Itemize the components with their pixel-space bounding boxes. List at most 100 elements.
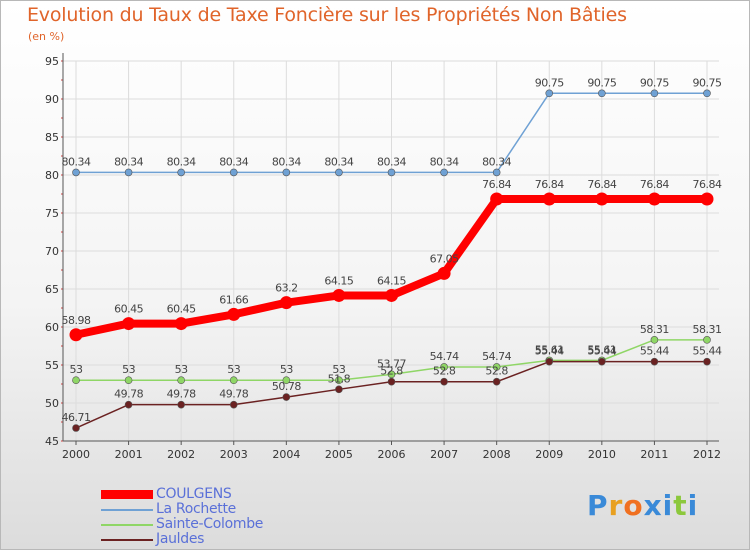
data-label: 80.34 — [430, 155, 459, 168]
data-label: 60.45 — [114, 303, 143, 316]
legend-label-jauldes: Jauldes — [156, 531, 205, 547]
data-label: 55.44 — [640, 345, 669, 358]
data-label: 80.34 — [62, 155, 91, 168]
x-tick-label: 2003 — [220, 448, 248, 461]
data-point — [437, 266, 451, 280]
data-label: 80.34 — [114, 155, 143, 168]
data-point — [72, 424, 80, 432]
data-point — [335, 168, 343, 177]
legend-swatch-jauldes — [101, 539, 153, 541]
data-label: 53.77 — [377, 357, 406, 370]
data-label: 90.75 — [587, 76, 616, 89]
y-tick-label: 65 — [45, 283, 59, 296]
legend-swatch-sainte-colombe — [101, 524, 153, 526]
data-label: 80.34 — [482, 155, 511, 168]
data-label: 76.84 — [640, 178, 669, 191]
data-point — [650, 336, 659, 344]
x-tick-label: 2004 — [272, 448, 300, 461]
data-label: 53 — [227, 363, 240, 376]
data-label: 51.8 — [328, 372, 351, 385]
x-tick-label: 2007 — [430, 448, 458, 461]
data-label: 80.34 — [377, 155, 406, 168]
y-tick-label: 75 — [45, 207, 59, 220]
data-point — [387, 168, 396, 177]
data-label: 55.61 — [587, 343, 616, 356]
data-point — [387, 370, 396, 379]
data-point — [124, 168, 133, 177]
data-point — [69, 328, 83, 342]
data-label: 46.71 — [62, 411, 91, 424]
data-point — [703, 336, 711, 344]
data-point — [440, 363, 448, 371]
data-label: 55.61 — [535, 343, 564, 356]
data-label: 54.74 — [482, 350, 511, 363]
data-label: 63.2 — [275, 282, 298, 295]
data-label: 80.34 — [272, 155, 301, 168]
x-tick-label: 2005 — [325, 448, 353, 461]
legend-swatch-la-rochette — [101, 509, 153, 511]
logo-letter: r — [608, 489, 624, 522]
data-label: 58.98 — [62, 314, 91, 327]
data-label: 55.44 — [693, 345, 722, 358]
data-label: 54.74 — [430, 350, 459, 363]
data-point — [335, 376, 343, 385]
grid — [63, 60, 719, 442]
data-label: 90.75 — [640, 76, 669, 89]
y-tick-label: 60 — [45, 321, 59, 334]
x-tick-label: 2001 — [115, 448, 143, 461]
data-point — [492, 377, 501, 386]
data-point — [279, 296, 293, 310]
logo-letter: x — [643, 489, 663, 522]
data-point — [124, 376, 133, 385]
data-point — [490, 192, 504, 206]
data-label: 80.34 — [324, 155, 353, 168]
y-tick-label: 90 — [45, 93, 59, 106]
y-tick-label: 95 — [45, 55, 59, 68]
y-unit-label: (en %) — [28, 30, 65, 43]
data-label: 53 — [332, 363, 345, 376]
data-point — [385, 288, 398, 302]
x-tick-label: 2010 — [588, 448, 616, 461]
data-point — [177, 376, 185, 385]
data-point — [387, 377, 396, 386]
y-tick-label: 85 — [45, 131, 59, 144]
data-point — [492, 363, 501, 371]
data-point — [650, 89, 659, 98]
data-label: 76.84 — [693, 178, 722, 191]
data-label: 60.45 — [167, 303, 196, 316]
data-label: 55.44 — [535, 345, 564, 358]
x-tick-label: 2012 — [693, 448, 721, 461]
data-point — [335, 385, 343, 394]
series-lines — [69, 89, 714, 432]
data-point — [124, 400, 133, 409]
data-point — [174, 317, 188, 331]
data-label: 61.66 — [219, 293, 248, 306]
x-tick-label: 2008 — [483, 448, 511, 461]
data-label: 53 — [122, 363, 135, 376]
data-label: 53 — [175, 363, 188, 376]
data-point — [545, 357, 554, 366]
data-point — [545, 89, 554, 98]
y-tick-label: 80 — [45, 169, 59, 182]
y-tick-label: 70 — [45, 245, 59, 258]
data-point — [440, 377, 448, 386]
data-label: 52.8 — [485, 365, 508, 378]
legend-label-la-rochette: La Rochette — [156, 501, 236, 517]
y-tick-label: 50 — [45, 397, 59, 410]
data-point — [229, 168, 238, 177]
data-point — [542, 192, 556, 206]
data-label: 49.78 — [114, 388, 143, 401]
data-label: 49.78 — [219, 388, 248, 401]
data-point — [177, 168, 185, 177]
data-label: 90.75 — [535, 76, 564, 89]
data-label: 76.84 — [482, 178, 511, 191]
data-point — [122, 317, 136, 331]
data-point — [598, 357, 606, 366]
data-label: 53 — [70, 363, 83, 376]
data-point — [598, 89, 606, 98]
data-label: 64.15 — [377, 274, 406, 287]
data-point — [650, 357, 659, 366]
logo-letter: o — [623, 489, 644, 522]
y-tick-label: 45 — [45, 435, 59, 448]
legend-label-sainte-colombe: Sainte-Colombe — [156, 516, 264, 532]
